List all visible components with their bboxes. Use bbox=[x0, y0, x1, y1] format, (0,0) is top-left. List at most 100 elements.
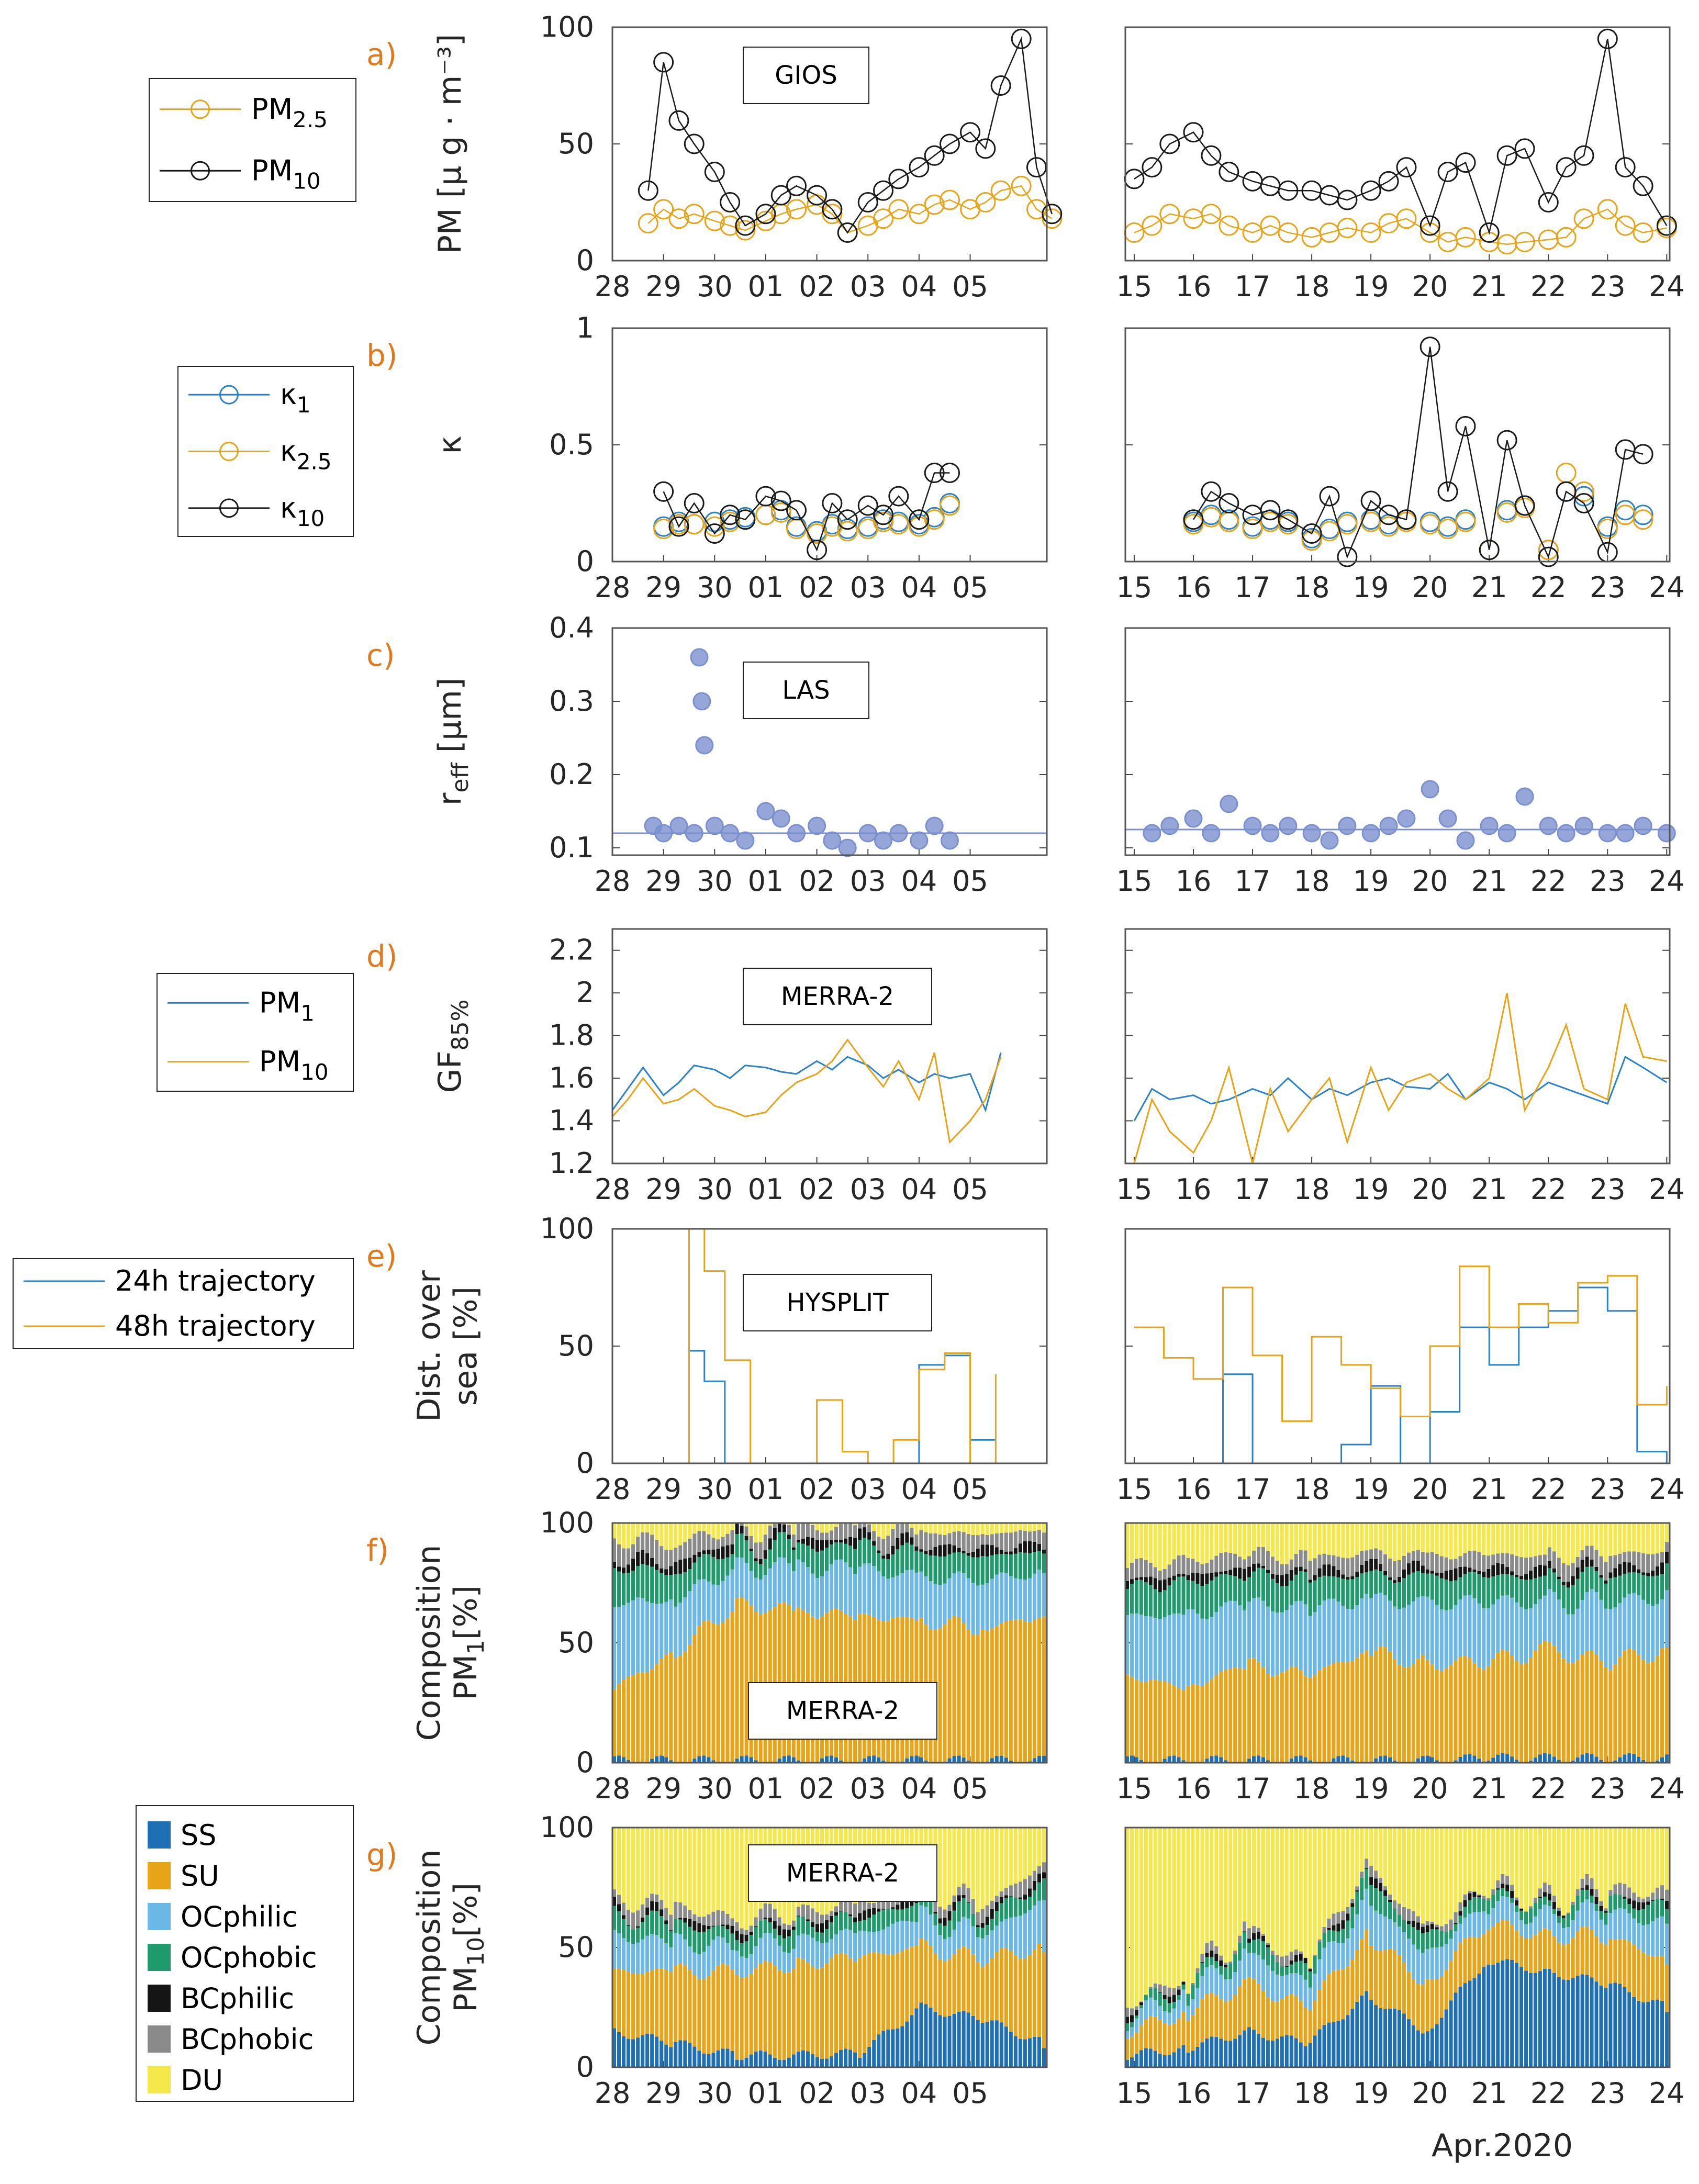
bar-segment-ocphobic bbox=[910, 1906, 914, 1922]
bar-segment-ocphilic bbox=[1618, 1603, 1622, 1657]
bar-segment-ss bbox=[1163, 1759, 1167, 1763]
bar-segment-ss bbox=[1125, 2059, 1129, 2067]
bar-segment-bcphobic bbox=[1472, 1550, 1477, 1570]
bar-segment-bcphilic bbox=[933, 1911, 937, 1914]
data-point bbox=[990, 75, 1011, 96]
bar-segment-su bbox=[1032, 1949, 1036, 2037]
bar-segment-ocphilic bbox=[891, 1577, 895, 1618]
data-point bbox=[1360, 490, 1381, 511]
bar-segment-bcphilic bbox=[1557, 1911, 1561, 1916]
bar-segment-du bbox=[1608, 1830, 1613, 1890]
bar-segment-ocphobic bbox=[1425, 1573, 1429, 1597]
bar-segment-ocphobic bbox=[1561, 1585, 1566, 1609]
bar-segment-ocphobic bbox=[1496, 1889, 1500, 1901]
bar-segment-bcphilic bbox=[834, 1540, 839, 1543]
bar-segment-du bbox=[1561, 1842, 1566, 1915]
bar-segment-bcphilic bbox=[943, 1544, 947, 1557]
data-point bbox=[1514, 138, 1535, 159]
bar-segment-bcphobic bbox=[1013, 1883, 1018, 1898]
bar-segment-ocphilic bbox=[985, 1934, 989, 1964]
bar-segment-ocphobic bbox=[1210, 1580, 1214, 1617]
bar-segment-su bbox=[1463, 1938, 1467, 1984]
bar-segment-ss bbox=[962, 1757, 966, 1763]
bar-segment-du bbox=[1257, 1828, 1260, 1928]
bar-segment-ss bbox=[801, 2050, 805, 2067]
bar-segment-bcphobic bbox=[1627, 1887, 1631, 1899]
bar-segment-ocphilic bbox=[971, 1583, 975, 1634]
x-tick-label: 01 bbox=[748, 270, 784, 303]
bar-segment-bcphobic bbox=[924, 1532, 928, 1551]
bar-segment-ocphilic bbox=[1519, 1920, 1524, 1936]
bar-segment-bcphobic bbox=[758, 1542, 763, 1559]
bar-segment-ocphilic bbox=[787, 1563, 791, 1605]
bar-segment-su bbox=[1623, 1651, 1627, 1755]
bar-segment-ss bbox=[678, 2040, 683, 2067]
bar-segment-du bbox=[1018, 1833, 1022, 1882]
data-point bbox=[1278, 180, 1299, 201]
bar-segment-bcphobic bbox=[1219, 1955, 1223, 1961]
bar-segment-ocphilic bbox=[1594, 1911, 1599, 1937]
axes-frame-right bbox=[1124, 928, 1671, 1164]
bar-segment-du bbox=[1534, 1523, 1537, 1528]
bar-segment-ocphobic bbox=[1280, 1586, 1284, 1612]
bar-segment-bcphilic bbox=[1163, 1579, 1167, 1591]
bar-segment-du bbox=[1534, 1828, 1537, 1832]
bar-segment-ocphobic bbox=[881, 1558, 886, 1576]
bar-segment-ss bbox=[1023, 2039, 1027, 2067]
bar-segment-ss bbox=[1491, 1964, 1495, 2067]
bar-segment-su bbox=[1013, 1619, 1018, 1763]
bar-segment-du bbox=[962, 1524, 966, 1532]
y-axis-label-line2: sea [%] bbox=[448, 1286, 484, 1406]
data-point bbox=[888, 169, 909, 189]
bar-segment-du bbox=[1435, 1828, 1439, 1925]
bar-segment-ocphobic bbox=[1398, 1914, 1401, 1927]
data-point bbox=[1242, 222, 1263, 243]
bar-segment-bcphilic bbox=[645, 1553, 650, 1565]
bar-segment-bcphilic bbox=[735, 1930, 739, 1940]
bar-segment-su bbox=[1472, 1937, 1477, 1978]
bar-segment-ocphobic bbox=[1261, 1941, 1265, 1959]
bar-segment-bcphilic bbox=[749, 1549, 753, 1552]
bar-segment-ocphobic bbox=[697, 1556, 701, 1580]
x-tick-label: 19 bbox=[1353, 571, 1389, 604]
x-tick-label: 17 bbox=[1235, 1173, 1271, 1206]
bar-segment-ocphilic bbox=[957, 1921, 961, 1949]
bar-segment-ocphobic bbox=[1632, 1908, 1636, 1919]
bar-segment-ocphilic bbox=[1552, 1592, 1556, 1646]
bar-segment-bcphilic bbox=[1139, 2002, 1143, 2006]
bar-segment-ss bbox=[636, 2037, 640, 2067]
bar-segment-bcphobic bbox=[1383, 1554, 1388, 1571]
bar-segment-ss bbox=[830, 1755, 834, 1763]
bar-segment-du bbox=[749, 1523, 753, 1534]
bar-segment-bcphobic bbox=[853, 1903, 857, 1918]
bar-segment-du bbox=[1167, 1828, 1171, 1835]
bar-segment-bcphilic bbox=[1468, 1567, 1472, 1572]
bar-segment-bcphobic bbox=[754, 1542, 758, 1559]
bar-segment-bcphilic bbox=[858, 1528, 862, 1541]
bar-segment-su bbox=[1505, 1920, 1510, 1959]
bar-segment-bcphobic bbox=[1233, 1553, 1237, 1568]
bar-segment-ocphobic bbox=[1243, 1932, 1247, 1949]
bar-segment-du bbox=[1580, 1523, 1584, 1551]
data-point bbox=[924, 509, 945, 530]
bar-segment-ss bbox=[1660, 1757, 1664, 1763]
bar-segment-bcphobic bbox=[1350, 1899, 1355, 1903]
bar-segment-bcphobic bbox=[1280, 1956, 1284, 1966]
bar-segment-ocphilic bbox=[1210, 1965, 1214, 1993]
bar-segment-ocphilic bbox=[1181, 1989, 1186, 2012]
bar-segment-su bbox=[929, 1946, 933, 2008]
bar-segment-ocphilic bbox=[612, 1607, 617, 1689]
bar-segment-su bbox=[688, 1644, 692, 1762]
bar-segment-bcphobic bbox=[612, 1889, 617, 1897]
bar-segment-bcphilic bbox=[1280, 1575, 1284, 1586]
bar-segment-su bbox=[1365, 1650, 1369, 1763]
bar-segment-bcphilic bbox=[1313, 1575, 1317, 1581]
bar-segment-bcphobic bbox=[1608, 1555, 1613, 1573]
bar-segment-bcphobic bbox=[1327, 1918, 1331, 1928]
bar-segment-su bbox=[777, 1603, 781, 1759]
bar-segment-su bbox=[1402, 1667, 1406, 1763]
bar-segment-bcphobic bbox=[1651, 1892, 1655, 1900]
data-point bbox=[909, 509, 930, 530]
bar-segment-ocphobic bbox=[1186, 1993, 1190, 2006]
bar-segment-su bbox=[1388, 1651, 1392, 1757]
